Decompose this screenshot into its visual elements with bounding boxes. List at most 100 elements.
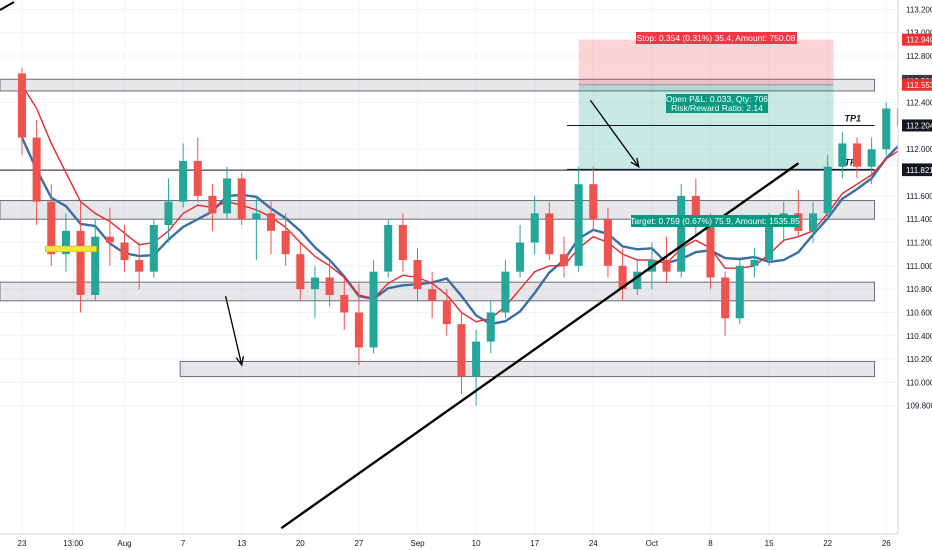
stop-label: Stop: 0.354 (0.31%) 35.4, Amount: 750.08 — [637, 33, 796, 43]
price-marker-label: 112.940 — [906, 36, 932, 45]
price-tick-label: 112.000 — [906, 145, 932, 154]
candle-body — [413, 260, 422, 290]
candle-body — [677, 195, 686, 272]
candle-body — [237, 178, 246, 220]
candle-body — [633, 271, 642, 290]
candle-body — [164, 201, 173, 226]
candle-body — [91, 236, 100, 295]
candle-body — [266, 213, 276, 231]
candle-body — [618, 265, 627, 290]
candle-body — [545, 213, 554, 255]
support-resistance-zones — [0, 78, 876, 378]
candle-body — [340, 294, 349, 313]
candle-body — [325, 277, 334, 295]
fast-moving-average-line — [21, 84, 932, 323]
price-tick-label: 113.000 — [906, 29, 932, 38]
time-tick-label: Oct — [646, 539, 659, 548]
candle-body — [706, 225, 715, 278]
target-label: Target: 0.759 (0.67%) 75.9, Amount: 1535… — [630, 216, 800, 226]
time-tick-label: 10 — [472, 539, 481, 548]
price-tick-label: 112.800 — [906, 52, 932, 61]
price-tick-label: 110.400 — [906, 332, 932, 341]
candle-body — [281, 230, 290, 255]
candle-body — [442, 300, 451, 325]
target-line-label: TP2 — [845, 157, 862, 167]
candle-body — [457, 324, 466, 377]
trendline-offscreen-segment — [0, 1, 15, 11]
price-tick-label: 111.200 — [906, 239, 932, 248]
time-tick-label: 13:00 — [63, 539, 84, 548]
candle-body — [559, 254, 569, 266]
target-label-box — [631, 215, 799, 227]
candle-body — [208, 195, 217, 214]
moving-averages — [20, 84, 932, 326]
candle-body — [501, 271, 510, 313]
price-tick-label: 110.800 — [906, 285, 932, 294]
candle-body — [252, 213, 261, 220]
time-tick-label: 24 — [589, 539, 598, 548]
time-tick-label: 15 — [765, 539, 774, 548]
time-tick-label: 20 — [296, 539, 305, 548]
candle-body — [223, 178, 232, 214]
position-labels: Stop: 0.354 (0.31%) 35.4, Amount: 750.08… — [630, 32, 800, 227]
candle-body — [574, 184, 583, 266]
zone-box — [179, 360, 876, 378]
candle-body — [721, 277, 730, 319]
candle-body — [882, 108, 891, 150]
candle-body — [32, 137, 41, 202]
arrow-head — [235, 355, 245, 367]
arrow-head — [630, 157, 640, 169]
candle-body — [823, 166, 832, 214]
candle-body — [384, 225, 393, 272]
candle-body — [809, 213, 818, 231]
time-tick-label: 26 — [882, 539, 891, 548]
pnl-label-box — [666, 94, 768, 113]
candle-body — [765, 225, 774, 261]
time-tick-label: 23 — [18, 539, 27, 548]
candle-body — [472, 341, 481, 377]
time-tick-label: 22 — [823, 539, 832, 548]
time-tick-label: Sep — [410, 539, 425, 548]
candle-body — [516, 242, 525, 272]
target-line-label: TP1 — [845, 113, 862, 123]
price-tick-label: 110.000 — [906, 378, 932, 387]
price-tick-label: 113.200 — [906, 5, 932, 14]
arrow-shaft — [589, 99, 640, 168]
candle-body — [428, 289, 437, 301]
candle-body — [852, 143, 862, 167]
candle-body — [105, 236, 114, 243]
time-tick-label: 17 — [530, 539, 539, 548]
candle-body — [179, 160, 188, 202]
price-marker-box — [902, 164, 932, 177]
candle-body — [61, 230, 70, 255]
candle-body — [735, 265, 744, 319]
price-tick-label: 112.400 — [906, 99, 932, 108]
stop-label-box — [636, 32, 797, 44]
candle-body — [47, 201, 56, 255]
time-tick-label: 13 — [237, 539, 246, 548]
stop-loss-area — [578, 39, 834, 85]
price-marker-box — [902, 78, 932, 91]
price-marker-label: 112.204 — [906, 121, 932, 130]
candle-body — [691, 195, 700, 226]
price-tick-label: 111.400 — [906, 215, 932, 224]
candle-body — [603, 219, 612, 266]
candle-body — [530, 213, 539, 243]
time-tick-label: Aug — [117, 539, 131, 548]
candle-body — [135, 260, 144, 272]
candle-body — [296, 254, 305, 290]
time-tick-label: 7 — [181, 539, 186, 548]
candle-body — [662, 260, 671, 272]
candle-body — [838, 143, 847, 167]
candle-body — [867, 149, 876, 167]
time-tick-label: 8 — [708, 539, 713, 548]
pnl-label: Open P&L: 0.033, Qty: 706 — [666, 94, 768, 104]
candle-body — [398, 225, 407, 261]
risk-reward-label: Risk/Reward Ratio: 2.14 — [671, 103, 763, 113]
price-tick-label: 110.200 — [906, 355, 932, 364]
candle-body — [193, 160, 202, 196]
price-marker-box — [902, 119, 932, 132]
candle-body — [486, 312, 495, 342]
